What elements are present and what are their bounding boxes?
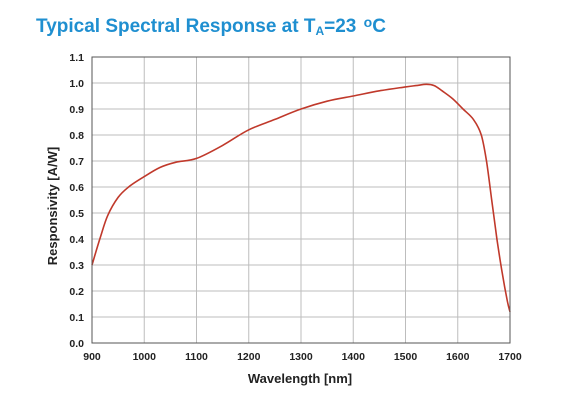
y-tick-label: 0.6 xyxy=(69,182,84,194)
chart-title: Typical Spectral Response at TA=23 oC xyxy=(36,14,386,38)
y-tick-label: 0.7 xyxy=(69,156,84,168)
x-tick-label: 1500 xyxy=(394,351,418,363)
y-tick-label: 0.9 xyxy=(69,104,84,116)
y-tick-label: 1.0 xyxy=(69,78,84,90)
y-axis-label: Responsivity [A/W] xyxy=(45,147,60,265)
x-tick-label: 1100 xyxy=(185,351,208,363)
y-tick-label: 0.2 xyxy=(69,286,84,298)
x-tick-label: 1700 xyxy=(498,351,522,363)
x-tick-label: 900 xyxy=(83,351,101,363)
x-tick-labels: 900 1000 1100 1200 1300 1400 1500 1600 1700 xyxy=(83,351,522,363)
y-tick-label: 0.8 xyxy=(69,130,84,142)
y-tick-label: 1.1 xyxy=(69,52,84,64)
y-tick-labels: 0.0 0.1 0.2 0.3 0.4 0.5 0.6 0.7 0.8 0.9 1.0 1.1 xyxy=(69,52,84,350)
y-tick-label: 0.5 xyxy=(69,208,84,220)
y-tick-label: 0.3 xyxy=(69,260,84,272)
plot-frame xyxy=(91,56,511,344)
grid xyxy=(91,56,511,344)
y-tick-label: 0.1 xyxy=(69,312,84,324)
y-tick-label: 0.4 xyxy=(69,234,84,246)
responsivity-curve xyxy=(91,83,511,312)
x-axis-label: Wavelength [nm] xyxy=(248,371,352,386)
y-tick-label: 0.0 xyxy=(69,338,84,350)
x-tick-label: 1200 xyxy=(237,351,261,363)
x-tick-label: 1600 xyxy=(446,351,470,363)
x-tick-label: 1300 xyxy=(289,351,313,363)
x-tick-label: 1000 xyxy=(133,351,157,363)
x-tick-label: 1400 xyxy=(342,351,366,363)
